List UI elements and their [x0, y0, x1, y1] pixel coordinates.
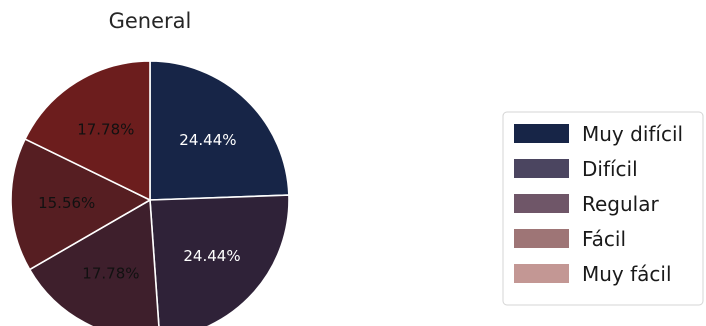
- legend-label-5: Muy fácil: [582, 262, 672, 286]
- slice-label-5: 17.78%: [77, 120, 134, 138]
- pie-slice-4: [10, 138, 151, 271]
- pie-slice-3: [28, 199, 160, 326]
- slice-label-4: 15.56%: [38, 194, 95, 212]
- pie-slice-2: [149, 194, 290, 326]
- legend: Muy difícil Difícil Regular Fácil Muy fácil: [502, 111, 704, 306]
- slice-label-3: 17.78%: [82, 265, 139, 283]
- legend-label-1: Muy difícil: [582, 122, 683, 146]
- legend-label-4: Fácil: [582, 227, 626, 251]
- legend-swatch-1: [514, 124, 569, 143]
- legend-swatch-4: [514, 229, 569, 248]
- pie-labels: 24.44% 24.44% 17.78% 15.56% 17.78%: [38, 120, 241, 282]
- legend-label-3: Regular: [582, 192, 659, 216]
- legend-swatch-3: [514, 194, 569, 213]
- pie-slice-1: [149, 60, 290, 201]
- slice-label-2: 24.44%: [183, 247, 240, 265]
- legend-swatch-5: [514, 264, 569, 283]
- legend-label-2: Difícil: [582, 157, 638, 181]
- pie-slice-5: [24, 60, 151, 201]
- pie-slices: [10, 60, 290, 326]
- slice-label-1: 24.44%: [179, 131, 236, 149]
- legend-swatch-2: [514, 159, 569, 178]
- chart-title: General: [109, 9, 192, 33]
